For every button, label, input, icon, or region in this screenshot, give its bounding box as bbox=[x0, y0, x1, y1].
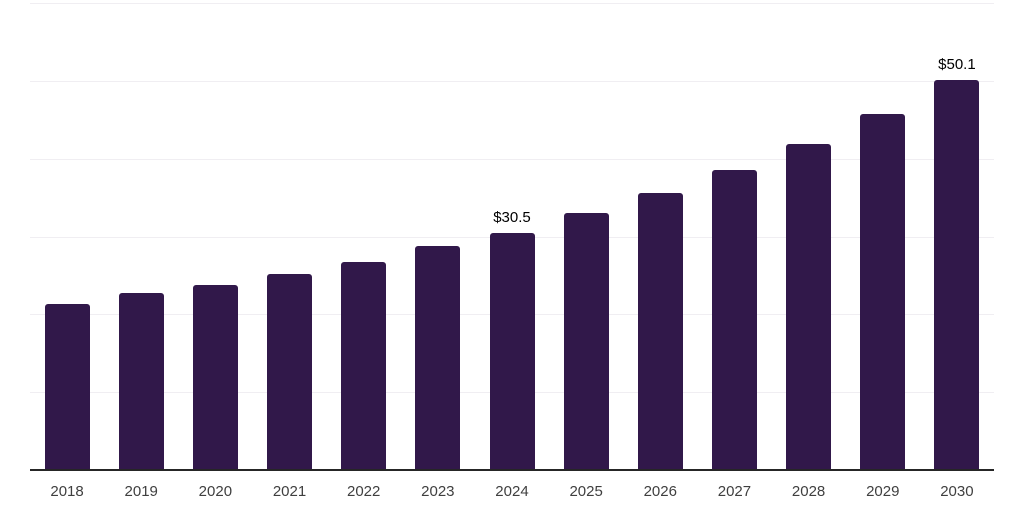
bar-2026[interactable] bbox=[637, 192, 683, 470]
x-tick-2024: 2024 bbox=[495, 483, 529, 500]
x-tick-2030: 2030 bbox=[940, 483, 974, 500]
bar-2022[interactable] bbox=[341, 262, 387, 470]
bar-2029[interactable] bbox=[860, 113, 906, 470]
x-axis-line bbox=[30, 469, 994, 471]
x-tick-2027: 2027 bbox=[717, 483, 752, 500]
x-tick-2022: 2022 bbox=[346, 483, 381, 500]
bar-2024[interactable] bbox=[489, 232, 535, 470]
x-tick-2023: 2023 bbox=[421, 483, 455, 500]
gridline-40 bbox=[30, 158, 994, 160]
x-tick-2028: 2028 bbox=[791, 483, 826, 500]
x-tick-2021: 2021 bbox=[272, 483, 307, 500]
gridline-60 bbox=[30, 3, 994, 4]
bar-2020[interactable] bbox=[192, 284, 238, 470]
x-tick-2029: 2029 bbox=[866, 483, 900, 500]
bar-2027[interactable] bbox=[711, 170, 757, 470]
x-tick-2019: 2019 bbox=[124, 483, 158, 500]
x-tick-2018: 2018 bbox=[50, 483, 84, 500]
gridline-50 bbox=[30, 80, 994, 82]
x-tick-2020: 2020 bbox=[198, 483, 233, 500]
bar-2028[interactable] bbox=[786, 143, 832, 470]
bar-2025[interactable] bbox=[563, 213, 609, 470]
data-label-2024: $30.5 bbox=[493, 208, 531, 226]
data-label-2030: $50.1 bbox=[938, 56, 976, 74]
bar-2021[interactable] bbox=[267, 273, 313, 470]
bar-2030[interactable] bbox=[934, 80, 980, 470]
bar-2018[interactable] bbox=[44, 304, 90, 470]
bar-2023[interactable] bbox=[415, 245, 461, 470]
x-tick-2026: 2026 bbox=[643, 483, 677, 500]
x-tick-2025: 2025 bbox=[569, 483, 603, 500]
bar-2019[interactable] bbox=[118, 293, 164, 470]
